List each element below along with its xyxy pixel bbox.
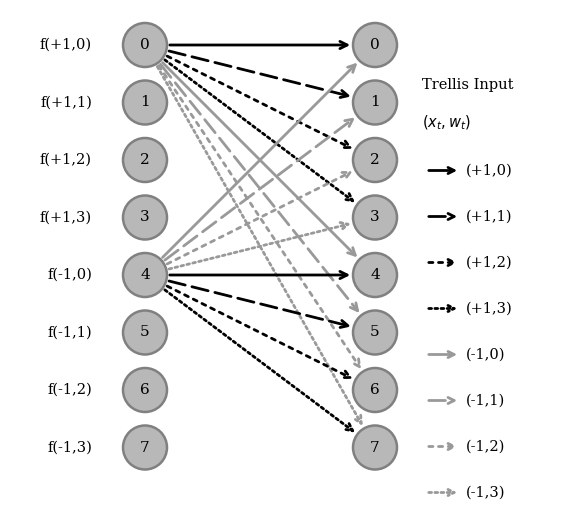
Circle shape [123, 426, 167, 470]
Text: 5: 5 [370, 325, 380, 340]
Text: (-1,2): (-1,2) [466, 439, 505, 454]
Text: f(+1,2): f(+1,2) [40, 153, 92, 167]
Text: 3: 3 [140, 210, 150, 225]
Circle shape [353, 196, 397, 240]
Text: 4: 4 [370, 268, 380, 282]
Text: (+1,0): (+1,0) [466, 163, 513, 178]
Circle shape [353, 311, 397, 355]
Text: Trellis Input: Trellis Input [422, 77, 513, 92]
Text: (+1,2): (+1,2) [466, 255, 513, 269]
Text: (-1,0): (-1,0) [466, 348, 505, 361]
Circle shape [123, 196, 167, 240]
Text: 2: 2 [370, 153, 380, 167]
Text: f(+1,1): f(+1,1) [40, 95, 92, 110]
Circle shape [353, 426, 397, 470]
Text: f(-1,2): f(-1,2) [47, 383, 92, 397]
Circle shape [353, 368, 397, 412]
Text: $(x_t, w_t)$: $(x_t, w_t)$ [422, 113, 471, 131]
Text: (-1,3): (-1,3) [466, 485, 505, 499]
Circle shape [123, 138, 167, 182]
Text: 0: 0 [370, 38, 380, 52]
Text: 6: 6 [140, 383, 150, 397]
Text: 6: 6 [370, 383, 380, 397]
Text: 3: 3 [370, 210, 380, 225]
Text: (+1,1): (+1,1) [466, 209, 512, 224]
Text: f(-1,1): f(-1,1) [48, 325, 92, 340]
Text: (+1,3): (+1,3) [466, 302, 513, 315]
Circle shape [123, 81, 167, 125]
Text: 1: 1 [140, 95, 150, 110]
Circle shape [353, 23, 397, 67]
Circle shape [123, 368, 167, 412]
Text: f(-1,0): f(-1,0) [47, 268, 92, 282]
Text: 5: 5 [140, 325, 150, 340]
Text: 7: 7 [140, 440, 150, 455]
Circle shape [123, 253, 167, 297]
Circle shape [123, 23, 167, 67]
Text: (-1,1): (-1,1) [466, 393, 505, 408]
Text: 0: 0 [140, 38, 150, 52]
Text: 4: 4 [140, 268, 150, 282]
Circle shape [353, 81, 397, 125]
Circle shape [123, 311, 167, 355]
Text: 1: 1 [370, 95, 380, 110]
Circle shape [353, 253, 397, 297]
Text: f(+1,3): f(+1,3) [40, 210, 92, 225]
Text: f(+1,0): f(+1,0) [40, 38, 92, 52]
Text: 2: 2 [140, 153, 150, 167]
Circle shape [353, 138, 397, 182]
Text: f(-1,3): f(-1,3) [47, 440, 92, 455]
Text: 7: 7 [370, 440, 380, 455]
